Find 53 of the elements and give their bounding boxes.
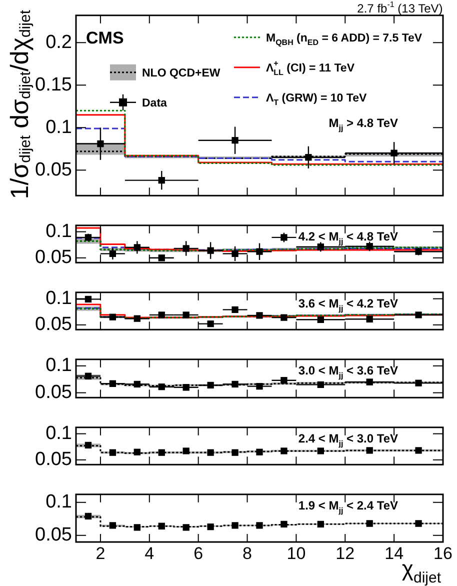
point xyxy=(366,378,373,386)
x-tick-label: 4 xyxy=(144,544,154,563)
point xyxy=(280,448,288,454)
point xyxy=(158,449,165,456)
y-tick-label: 0.05 xyxy=(35,159,72,180)
legend-label: Data xyxy=(142,97,168,110)
point xyxy=(84,442,92,449)
point xyxy=(415,447,422,454)
point xyxy=(109,522,116,529)
y-tick-label: 0.05 xyxy=(35,247,72,268)
y-tick-label: 0.1 xyxy=(46,355,72,376)
point xyxy=(256,448,263,456)
point xyxy=(182,524,190,531)
point xyxy=(415,380,422,386)
x-tick-label: 2 xyxy=(96,544,106,563)
point xyxy=(366,447,373,454)
x-tick-label: 6 xyxy=(194,544,204,563)
point xyxy=(182,448,190,454)
x-tick-label: 14 xyxy=(384,544,404,563)
point xyxy=(256,312,263,319)
y-tick-label: 0.05 xyxy=(35,382,72,403)
y-tick-label: 0.05 xyxy=(35,524,72,546)
y-tick-label: 0.1 xyxy=(46,288,72,309)
x-tick-label: 10 xyxy=(286,544,306,563)
point xyxy=(232,522,238,529)
point xyxy=(158,522,165,530)
point xyxy=(134,524,140,531)
y-tick-label: 0.1 xyxy=(46,422,72,444)
point xyxy=(84,512,92,520)
point xyxy=(317,448,324,454)
point xyxy=(415,312,422,318)
point xyxy=(366,520,373,527)
point xyxy=(256,522,263,529)
y-tick-label: 0.15 xyxy=(35,74,72,96)
y-tick-label: 0.05 xyxy=(35,314,72,336)
point xyxy=(207,449,214,456)
point xyxy=(232,449,238,456)
point xyxy=(280,520,288,528)
x-tick-label: 12 xyxy=(336,544,355,563)
point xyxy=(280,314,288,321)
y-tick-label: 0.1 xyxy=(46,492,72,513)
y-tick-label: 0.05 xyxy=(35,449,72,470)
y-tick-label: 0.1 xyxy=(46,116,72,138)
y-tick-label: 0.1 xyxy=(46,220,72,242)
point xyxy=(207,523,214,530)
point xyxy=(317,520,324,528)
annotation: CMS xyxy=(86,28,124,48)
point xyxy=(109,449,116,456)
x-tick-label: 8 xyxy=(242,544,252,563)
legend-label: NLO QCD+EW xyxy=(142,67,220,80)
point xyxy=(134,448,140,456)
point xyxy=(415,520,422,527)
y-tick-label: 0.2 xyxy=(46,32,72,53)
